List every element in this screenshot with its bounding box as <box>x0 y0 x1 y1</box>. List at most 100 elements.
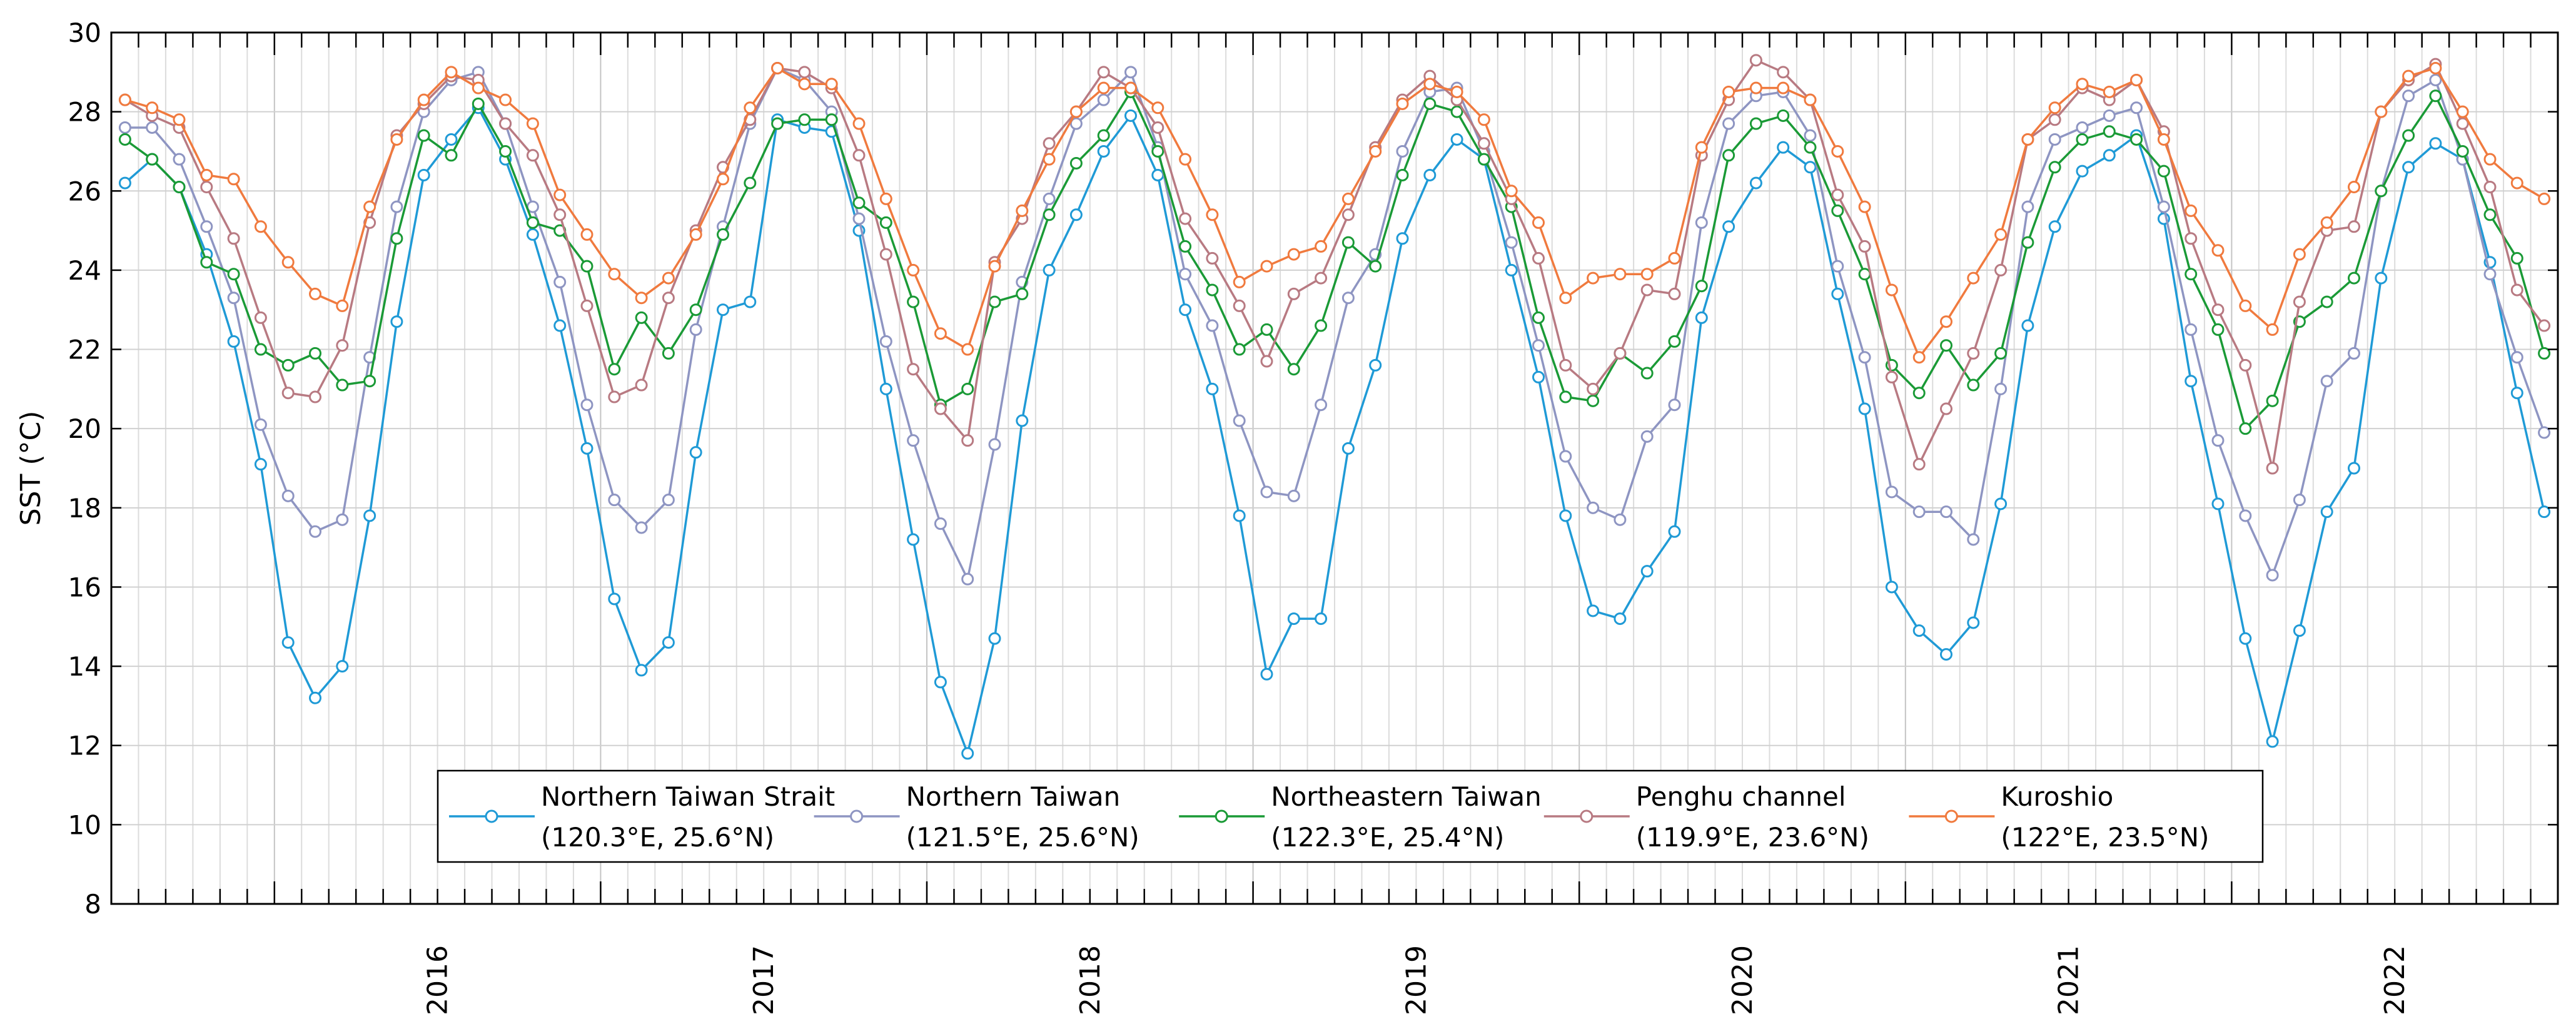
legend-label: Northern Taiwan <box>906 781 1121 812</box>
data-point-northern-taiwan-strait <box>2103 149 2116 162</box>
data-point-northern-taiwan-strait <box>1695 311 1708 324</box>
data-point-northern-taiwan-strait <box>635 664 648 677</box>
data-point-northern-taiwan <box>254 418 267 431</box>
data-point-northern-taiwan-strait <box>1450 133 1463 146</box>
legend-item-penghu-channel[interactable]: Penghu channel (119.9°E, 23.6°N) <box>1543 781 1869 853</box>
data-point-kuroshio <box>1831 144 1844 158</box>
data-point-northern-taiwan-strait <box>1804 161 1817 174</box>
data-point-penghu-channel <box>1749 54 1762 67</box>
legend-location: (122.3°E, 25.4°N) <box>1271 822 1504 853</box>
data-point-kuroshio <box>1396 97 1409 110</box>
y-tick-label: 12 <box>68 731 101 761</box>
data-point-penghu-channel <box>2456 117 2469 130</box>
x-year-label: 2017 <box>748 945 780 1014</box>
legend-item-northern-taiwan[interactable]: Northern Taiwan (121.5°E, 25.6°N) <box>814 781 1139 853</box>
data-point-northeastern-taiwan <box>1477 153 1490 166</box>
data-point-northeastern-taiwan <box>526 216 539 229</box>
data-point-northern-taiwan <box>635 521 648 534</box>
data-point-northeastern-taiwan <box>2211 323 2225 336</box>
data-point-kuroshio <box>608 268 621 281</box>
data-point-northern-taiwan <box>1179 268 1192 281</box>
data-point-northeastern-taiwan <box>2076 133 2089 146</box>
data-point-northern-taiwan-strait <box>1668 525 1681 538</box>
data-point-northern-taiwan-strait <box>662 636 675 649</box>
data-point-northeastern-taiwan <box>309 347 321 360</box>
data-point-kuroshio <box>1749 81 1762 94</box>
data-point-kuroshio <box>2456 105 2469 118</box>
data-point-northern-taiwan <box>907 434 920 447</box>
data-point-northern-taiwan-strait <box>118 176 131 190</box>
data-point-kuroshio <box>173 113 186 126</box>
data-point-northern-taiwan-strait <box>1179 303 1192 317</box>
data-point-northern-taiwan-strait <box>2429 137 2442 150</box>
data-point-penghu-channel <box>1260 355 1273 368</box>
legend-item-northeastern-taiwan[interactable]: Northeastern Taiwan (122.3°E, 25.4°N) <box>1179 781 1542 853</box>
data-point-northern-taiwan <box>2402 89 2415 103</box>
data-point-kuroshio <box>1640 268 1654 281</box>
data-point-northern-taiwan <box>1614 513 1627 526</box>
data-point-northeastern-taiwan <box>2348 271 2360 285</box>
data-point-northeastern-taiwan <box>852 196 866 210</box>
data-point-northeastern-taiwan <box>907 295 920 308</box>
data-point-kuroshio <box>1369 144 1382 158</box>
data-point-northern-taiwan-strait <box>1423 168 1437 181</box>
x-year-label: 2020 <box>1727 945 1759 1014</box>
series-line-northern-taiwan <box>124 67 2545 581</box>
data-point-northern-taiwan-strait <box>1912 624 1926 637</box>
data-point-kuroshio <box>1016 204 1029 217</box>
data-point-penghu-channel <box>1912 458 1926 471</box>
data-point-northern-taiwan-strait <box>2211 497 2225 510</box>
data-point-northern-taiwan <box>2320 375 2333 388</box>
data-point-northern-taiwan-strait <box>2510 387 2523 400</box>
data-point-penghu-channel <box>1559 358 1572 372</box>
legend-item-kuroshio[interactable]: Kuroshio (122°E, 23.5°N) <box>1909 781 2210 853</box>
data-point-northern-taiwan-strait <box>2021 319 2034 332</box>
data-point-kuroshio <box>1940 315 1952 328</box>
data-point-penghu-channel <box>608 390 621 403</box>
data-point-penghu-channel <box>553 208 567 221</box>
data-point-northern-taiwan <box>1206 319 1219 332</box>
data-point-northern-taiwan-strait <box>879 382 892 395</box>
data-point-penghu-channel <box>662 292 675 305</box>
data-point-northeastern-taiwan <box>961 382 974 395</box>
data-point-northern-taiwan-strait <box>1043 263 1056 276</box>
legend-item-northern-taiwan-strait[interactable]: Northern Taiwan Strait (120.3°E, 25.6°N) <box>449 781 835 853</box>
data-point-northeastern-taiwan <box>1749 117 1762 130</box>
data-point-kuroshio <box>2103 85 2116 98</box>
data-point-penghu-channel <box>852 149 866 162</box>
data-point-penghu-channel <box>2483 180 2497 193</box>
data-point-kuroshio <box>1450 85 1463 98</box>
data-point-northern-taiwan-strait <box>744 295 757 308</box>
data-point-penghu-channel <box>1885 370 1898 383</box>
data-point-northern-taiwan-strait <box>907 533 920 546</box>
data-point-kuroshio <box>1559 292 1572 305</box>
data-point-northeastern-taiwan <box>1695 280 1708 293</box>
legend-location: (119.9°E, 23.6°N) <box>1636 822 1869 853</box>
data-point-northeastern-taiwan <box>717 228 729 241</box>
data-point-northern-taiwan-strait <box>1260 667 1273 681</box>
data-point-northeastern-taiwan <box>2320 295 2333 308</box>
data-point-northeastern-taiwan <box>2185 268 2198 281</box>
data-point-penghu-channel <box>1233 299 1246 312</box>
data-point-northern-taiwan <box>2076 121 2089 134</box>
data-point-penghu-channel <box>1940 402 1952 415</box>
data-point-kuroshio <box>1315 240 1328 253</box>
data-point-kuroshio <box>1722 85 1735 98</box>
data-point-northern-taiwan-strait <box>1069 208 1083 221</box>
data-point-northeastern-taiwan <box>771 117 784 130</box>
data-point-kuroshio <box>2293 248 2306 261</box>
legend-swatch-marker <box>850 809 864 823</box>
data-point-northeastern-taiwan <box>445 149 458 162</box>
data-point-kuroshio <box>717 173 729 186</box>
data-point-kuroshio <box>1614 268 1627 281</box>
data-point-northeastern-taiwan <box>173 180 186 193</box>
y-tick-label: 14 <box>68 651 101 682</box>
data-point-northeastern-taiwan <box>1369 260 1382 273</box>
data-point-northeastern-taiwan <box>689 303 702 317</box>
data-point-northern-taiwan <box>1640 430 1654 443</box>
x-year-label: 2018 <box>1074 945 1106 1014</box>
data-point-northeastern-taiwan <box>744 176 757 190</box>
data-point-kuroshio <box>852 117 866 130</box>
data-point-northeastern-taiwan <box>2130 133 2143 146</box>
